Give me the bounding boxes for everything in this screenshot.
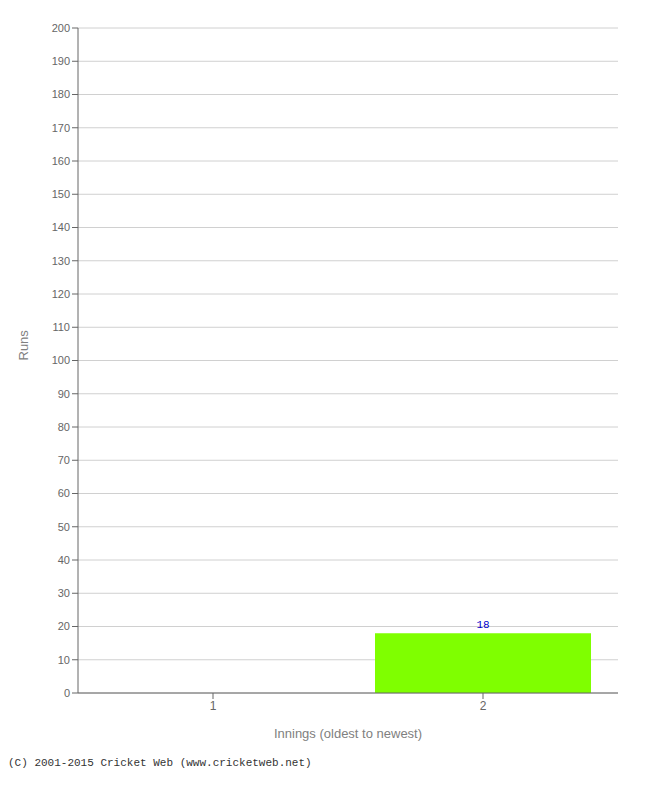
svg-text:120: 120 (52, 288, 70, 300)
svg-text:10: 10 (58, 654, 70, 666)
svg-text:60: 60 (58, 487, 70, 499)
svg-text:40: 40 (58, 554, 70, 566)
svg-text:160: 160 (52, 155, 70, 167)
svg-text:80: 80 (58, 421, 70, 433)
svg-text:170: 170 (52, 122, 70, 134)
svg-text:130: 130 (52, 255, 70, 267)
svg-text:1: 1 (210, 699, 217, 713)
svg-text:140: 140 (52, 221, 70, 233)
svg-text:190: 190 (52, 55, 70, 67)
svg-text:0: 0 (64, 687, 70, 699)
svg-text:2: 2 (480, 699, 487, 713)
svg-text:110: 110 (52, 321, 70, 333)
svg-text:150: 150 (52, 188, 70, 200)
svg-text:20: 20 (58, 620, 70, 632)
svg-text:200: 200 (52, 22, 70, 34)
svg-text:50: 50 (58, 521, 70, 533)
html-text:(C) 2001-2015 Cricket Web (www: (C) 2001-2015 Cricket Web (www.cricketwe… (8, 757, 312, 769)
svg-text:180: 180 (52, 88, 70, 100)
svg-text:Innings (oldest to newest): Innings (oldest to newest) (274, 726, 422, 741)
svg-text:30: 30 (58, 587, 70, 599)
svg-text:70: 70 (58, 454, 70, 466)
svg-text:Runs: Runs (16, 330, 31, 361)
svg-text:90: 90 (58, 388, 70, 400)
svg-text:18: 18 (476, 619, 489, 631)
svg-text:100: 100 (52, 354, 70, 366)
